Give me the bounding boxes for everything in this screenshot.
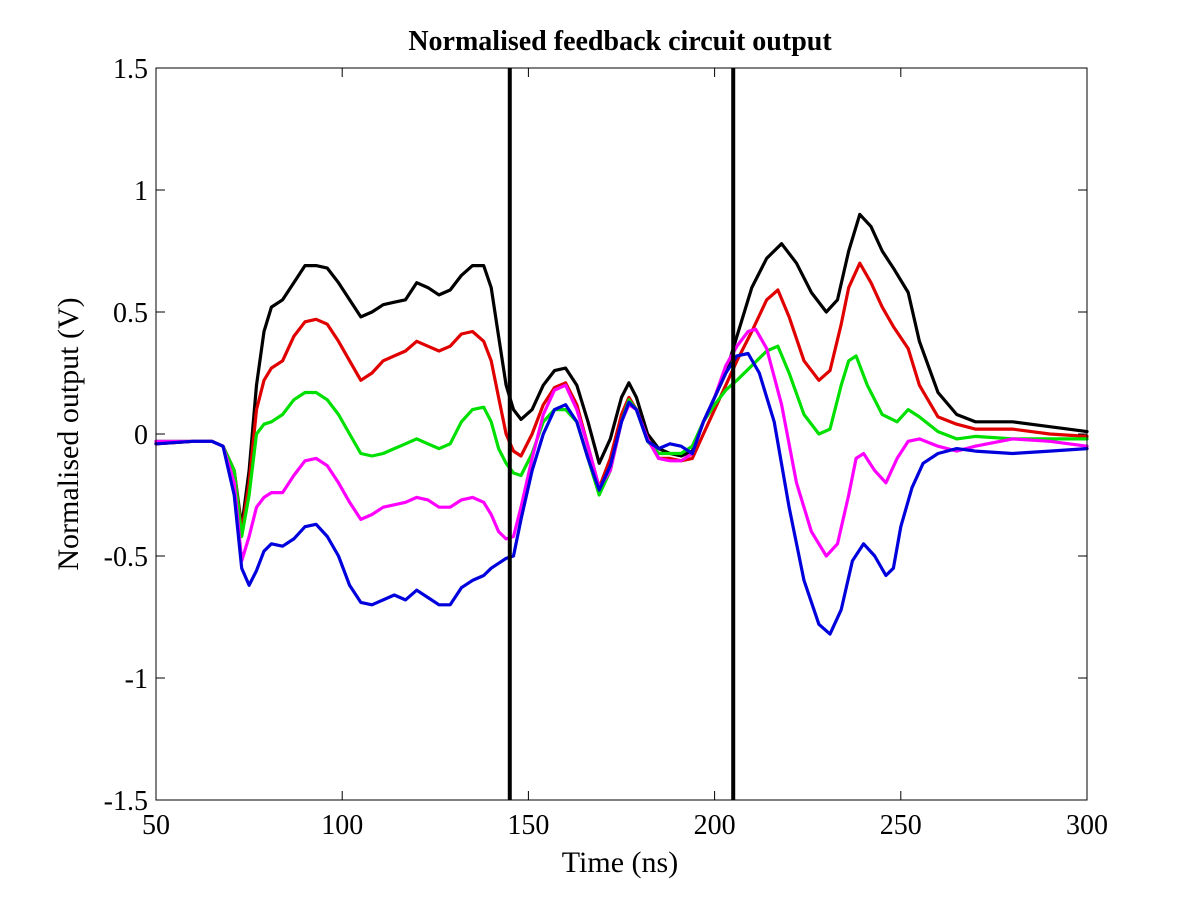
series-layer [154, 212, 1089, 636]
y-tick-label: 0 [134, 420, 148, 451]
x-tick-label: 300 [1066, 810, 1108, 841]
series-line-4 [154, 327, 1089, 563]
x-axis-label: Time (ns) [562, 846, 678, 879]
series-line-1 [154, 212, 1089, 529]
y-tick-label: 0.5 [113, 298, 148, 329]
series-line-2 [154, 261, 1089, 534]
series-line-3 [154, 344, 1089, 539]
x-tick-label: 150 [507, 810, 549, 841]
y-tick-label: 1 [134, 176, 148, 207]
chart-title: Normalised feedback circuit output [408, 26, 832, 57]
y-tick-label: 1.5 [113, 54, 148, 85]
x-tick-label: 200 [694, 810, 736, 841]
x-tick-label: 250 [880, 810, 922, 841]
tick-layer: 50 100 150 200 250 300 -1.5 -1 -0.5 0 0.5 1 1.5 [104, 54, 1108, 841]
y-axis-label: Normalised output (V) [52, 297, 85, 570]
series-line-5 [154, 351, 1089, 636]
vertical-marker-layer [507, 68, 736, 800]
x-tick-label: 100 [321, 810, 363, 841]
y-tick-label: -1 [125, 664, 148, 695]
x-tick-label: 50 [142, 810, 170, 841]
plot-frame [155, 67, 1088, 801]
y-tick-label: -0.5 [104, 542, 148, 573]
y-tick-label: -1.5 [104, 786, 148, 817]
